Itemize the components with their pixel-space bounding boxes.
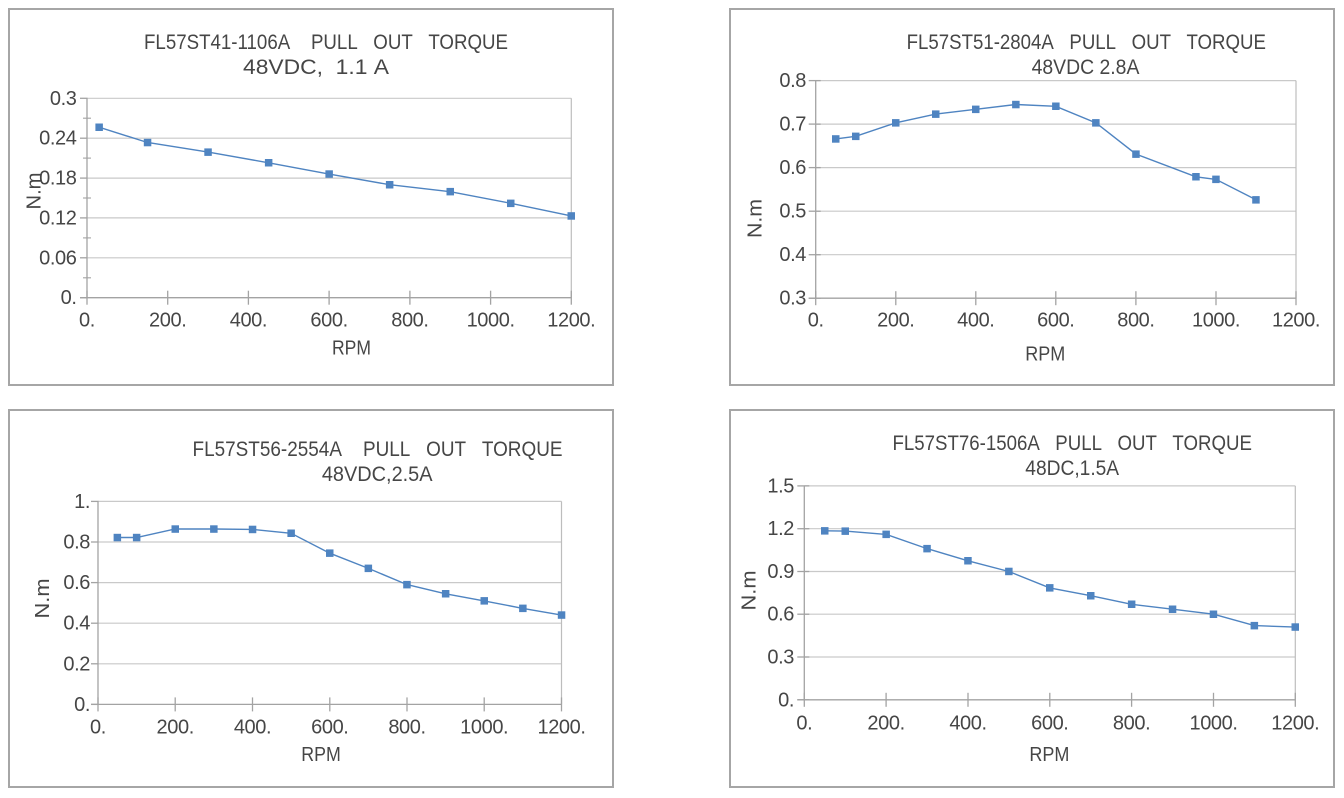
- svg-text:N.m: N.m: [743, 199, 766, 238]
- svg-text:0.2: 0.2: [63, 653, 90, 675]
- svg-text:0.12: 0.12: [39, 207, 77, 229]
- svg-text:1.2: 1.2: [767, 518, 794, 540]
- svg-text:1200.: 1200.: [537, 716, 585, 738]
- svg-text:400.: 400.: [230, 310, 267, 332]
- svg-text:0.: 0.: [61, 287, 77, 309]
- svg-text:600.: 600.: [311, 716, 348, 738]
- svg-text:1000.: 1000.: [467, 310, 515, 332]
- svg-text:200.: 200.: [867, 712, 904, 734]
- svg-text:0.4: 0.4: [63, 613, 90, 635]
- svg-text:FL57ST56-2554A PULL OUT: FL57ST56-2554A PULL OUT TORQUE: [193, 437, 563, 461]
- svg-text:48VDC,2.5A: 48VDC,2.5A: [322, 462, 433, 486]
- svg-text:0.: 0.: [796, 712, 812, 734]
- svg-text:1000.: 1000.: [1192, 310, 1240, 332]
- svg-text:200.: 200.: [157, 716, 194, 738]
- svg-text:1200.: 1200.: [547, 310, 595, 332]
- svg-text:0.9: 0.9: [767, 561, 794, 583]
- svg-text:200.: 200.: [877, 310, 914, 332]
- svg-text:400.: 400.: [957, 310, 994, 332]
- svg-text:600.: 600.: [310, 310, 347, 332]
- svg-text:0.: 0.: [778, 689, 794, 711]
- svg-text:800.: 800.: [1113, 712, 1150, 734]
- svg-text:0.: 0.: [808, 310, 824, 332]
- svg-text:RPM: RPM: [1029, 743, 1069, 766]
- svg-text:RPM: RPM: [332, 336, 371, 359]
- svg-text:0.: 0.: [79, 310, 95, 332]
- svg-text:400.: 400.: [949, 712, 986, 734]
- svg-text:0.3: 0.3: [779, 288, 806, 310]
- svg-text:48DC,1.5A: 48DC,1.5A: [1025, 456, 1119, 480]
- svg-text:600.: 600.: [1031, 712, 1068, 734]
- svg-text:0.4: 0.4: [779, 244, 806, 266]
- svg-text:0.06: 0.06: [39, 247, 77, 269]
- svg-text:400.: 400.: [234, 716, 271, 738]
- svg-text:N.m: N.m: [31, 579, 54, 619]
- svg-text:FL57ST51-2804A PULL OUT: FL57ST51-2804A PULL OUT TORQUE: [907, 30, 1266, 54]
- svg-text:48VDC 2.8A: 48VDC 2.8A: [1032, 55, 1140, 79]
- svg-text:0.5: 0.5: [779, 201, 806, 223]
- svg-text:1000.: 1000.: [1189, 712, 1237, 734]
- svg-text:0.8: 0.8: [779, 70, 806, 92]
- svg-text:0.7: 0.7: [779, 114, 806, 136]
- svg-text:600.: 600.: [1037, 310, 1074, 332]
- svg-text:FL57ST76-1506A PULL OUT: FL57ST76-1506A PULL OUT TORQUE: [893, 431, 1252, 455]
- svg-text:N.m: N.m: [737, 571, 760, 611]
- svg-text:0.6: 0.6: [63, 572, 90, 594]
- svg-text:1200.: 1200.: [1272, 310, 1320, 332]
- svg-text:1000.: 1000.: [460, 716, 508, 738]
- svg-text:RPM: RPM: [301, 743, 341, 766]
- svg-text:0.6: 0.6: [779, 157, 806, 179]
- svg-text:1.: 1.: [74, 491, 90, 513]
- svg-text:0.24: 0.24: [39, 128, 77, 150]
- svg-text:48VDC, 1.1 A: 48VDC, 1.1 A: [243, 55, 390, 79]
- svg-text:200.: 200.: [149, 310, 186, 332]
- svg-text:0.: 0.: [90, 716, 106, 738]
- svg-text:N.m: N.m: [22, 173, 45, 210]
- svg-text:800.: 800.: [1117, 310, 1154, 332]
- svg-text:0.3: 0.3: [50, 88, 77, 110]
- svg-text:0.18: 0.18: [39, 168, 77, 190]
- svg-text:1.5: 1.5: [767, 475, 794, 497]
- svg-text:800.: 800.: [388, 716, 425, 738]
- svg-text:RPM: RPM: [1025, 342, 1065, 365]
- svg-text:0.8: 0.8: [63, 532, 90, 554]
- svg-text:1200.: 1200.: [1271, 712, 1319, 734]
- svg-text:0.: 0.: [74, 694, 90, 716]
- svg-text:800.: 800.: [391, 310, 428, 332]
- svg-text:0.3: 0.3: [767, 647, 794, 669]
- svg-text:FL57ST41-1106A PULL OUT: FL57ST41-1106A PULL OUT TORQUE: [144, 30, 508, 54]
- svg-text:0.6: 0.6: [767, 604, 794, 626]
